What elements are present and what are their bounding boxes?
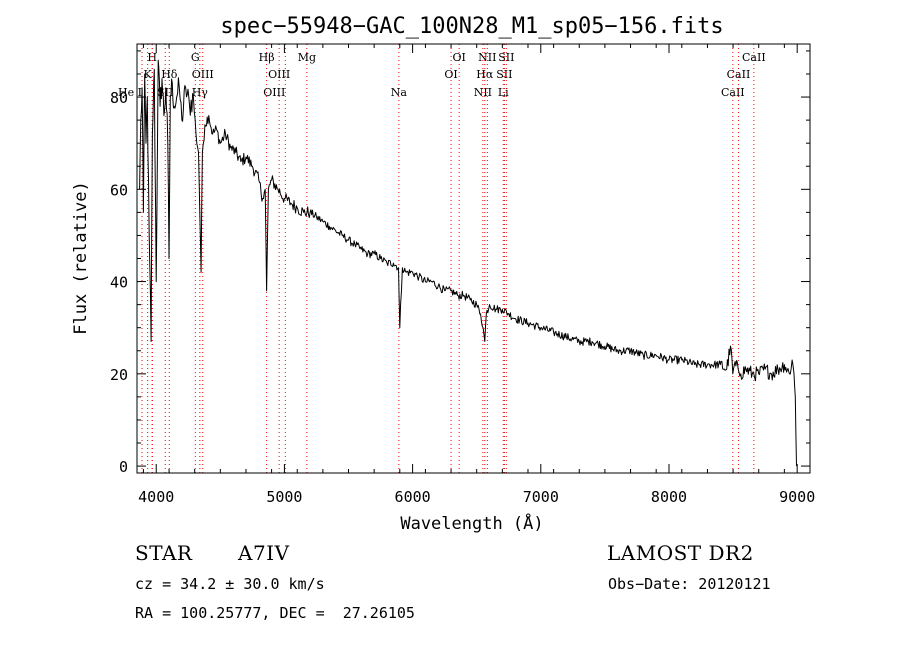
x-tick-label-4000: 4000 — [138, 488, 174, 506]
object-subclass: A7IV — [238, 541, 290, 565]
marker-label-23: CaII — [727, 68, 751, 81]
marker-label-1: K — [144, 68, 153, 81]
marker-label-20: SII — [496, 68, 512, 81]
marker-label-8: OIII — [192, 68, 214, 81]
marker-label-7: Hγ — [192, 86, 209, 99]
marker-label-13: Na — [391, 86, 408, 99]
axis-ticks: 4000 5000 6000 7000 8000 9000 0 20 40 60 80 — [110, 44, 815, 506]
marker-label-2: H — [147, 51, 157, 64]
velocity-text: cz = 34.2 ± 30.0 km/s — [135, 575, 325, 593]
y-tick-label-60: 60 — [110, 181, 128, 199]
y-tick-label-40: 40 — [110, 274, 128, 292]
object-class: STAR — [135, 541, 193, 565]
marker-label-18: NII — [478, 51, 496, 64]
line-markers: He IKH SII Hδ G Hγ OIII Hβ OIII OIII Mg Na OI OI NII H… — [118, 44, 766, 473]
x-axis-label: Wavelength (Å) — [400, 512, 543, 534]
spectrum-series — [139, 59, 797, 467]
series-line-0 — [139, 59, 797, 467]
marker-label-11: OIII — [263, 86, 285, 99]
survey-name: LAMOST DR2 — [607, 541, 754, 565]
marker-label-15: OI — [452, 51, 465, 64]
chart-title: spec−55948−GAC_100N28_M1_sp05−156.fits — [220, 14, 723, 39]
marker-label-5: Hδ — [161, 68, 178, 81]
marker-label-24: CaII — [742, 51, 766, 64]
marker-label-22: CaII — [721, 86, 745, 99]
marker-label-0: He I — [118, 86, 142, 99]
obs-date-text: Obs−Date: 20120121 — [608, 575, 771, 593]
y-tick-label-0: 0 — [119, 458, 128, 476]
marker-label-16: NII — [474, 86, 492, 99]
marker-label-9: Hβ — [259, 51, 275, 64]
marker-label-12: Mg — [298, 51, 316, 64]
x-tick-label-6000: 6000 — [395, 488, 431, 506]
marker-label-6: G — [191, 51, 200, 64]
marker-label-17: Hα — [476, 68, 494, 81]
x-tick-label-5000: 5000 — [266, 488, 302, 506]
y-axis-label: Flux (relative) — [71, 181, 91, 335]
y-tick-label-20: 20 — [110, 366, 128, 384]
x-tick-label-8000: 8000 — [651, 488, 687, 506]
y-tick-label-80: 80 — [110, 89, 128, 107]
plot-frame — [136, 43, 811, 474]
marker-label-19: Li — [498, 86, 509, 99]
marker-label-21: SII — [498, 51, 514, 64]
marker-label-10: OIII — [268, 68, 290, 81]
coordinates-text: RA = 100.25777, DEC = 27.26105 — [135, 604, 415, 622]
x-tick-label-9000: 9000 — [779, 488, 815, 506]
marker-label-14: OI — [444, 68, 457, 81]
x-tick-label-7000: 7000 — [523, 488, 559, 506]
